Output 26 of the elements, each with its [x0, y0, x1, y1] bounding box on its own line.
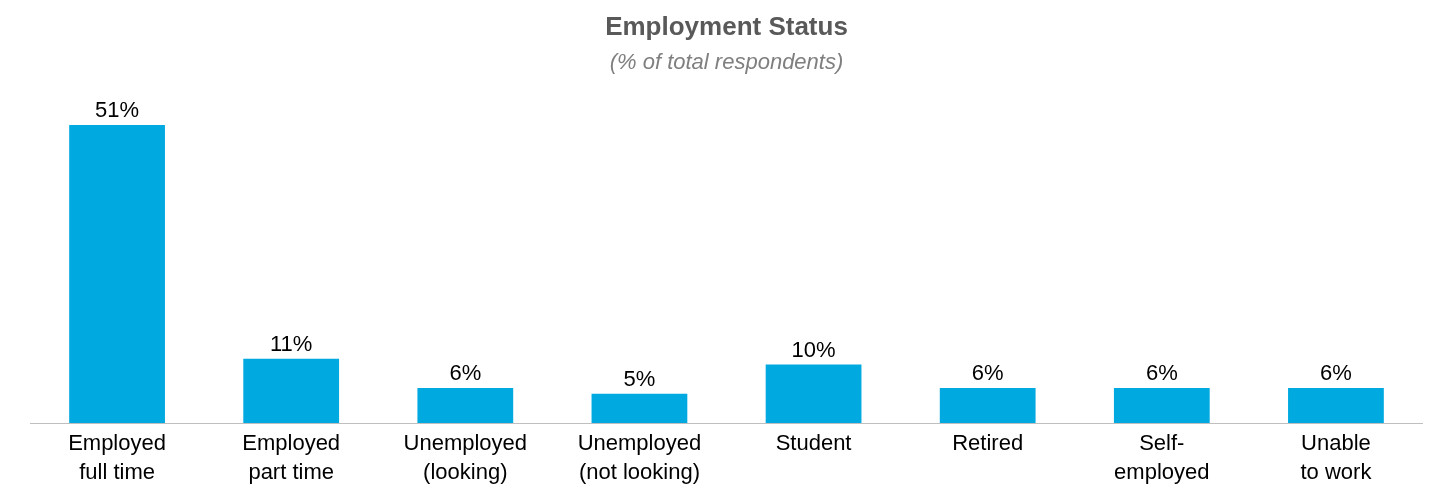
chart-subtitle: (% of total respondents) [609, 49, 844, 75]
bar [591, 393, 688, 423]
data-label: 6% [1320, 359, 1352, 385]
data-label: 6% [1145, 359, 1178, 385]
x-tick-label: Student [775, 430, 852, 456]
bar [417, 387, 514, 423]
data-label: 10% [791, 336, 836, 362]
bar [1288, 387, 1384, 423]
bar [1113, 387, 1210, 423]
x-tick-label: Self- employed [1114, 430, 1210, 484]
x-tick-label: Employed part time [242, 430, 341, 484]
data-label: 51% [95, 97, 140, 122]
data-label: 6% [971, 359, 1004, 385]
bar [243, 358, 340, 423]
data-label: 6% [449, 359, 482, 385]
bar [765, 364, 862, 423]
chart-title: Employment Status [605, 11, 848, 42]
data-label: 11% [269, 330, 313, 356]
x-tick-label: Unemployed (looking) [403, 430, 528, 484]
bar [69, 125, 165, 423]
bar [939, 387, 1036, 423]
data-label: 5% [623, 365, 656, 391]
x-tick-label: Unemployed (not looking) [577, 430, 702, 484]
x-tick-label: Unable to work [1300, 430, 1373, 484]
x-tick-label: Employed full time [68, 430, 166, 484]
x-tick-label: Retired [952, 430, 1024, 456]
